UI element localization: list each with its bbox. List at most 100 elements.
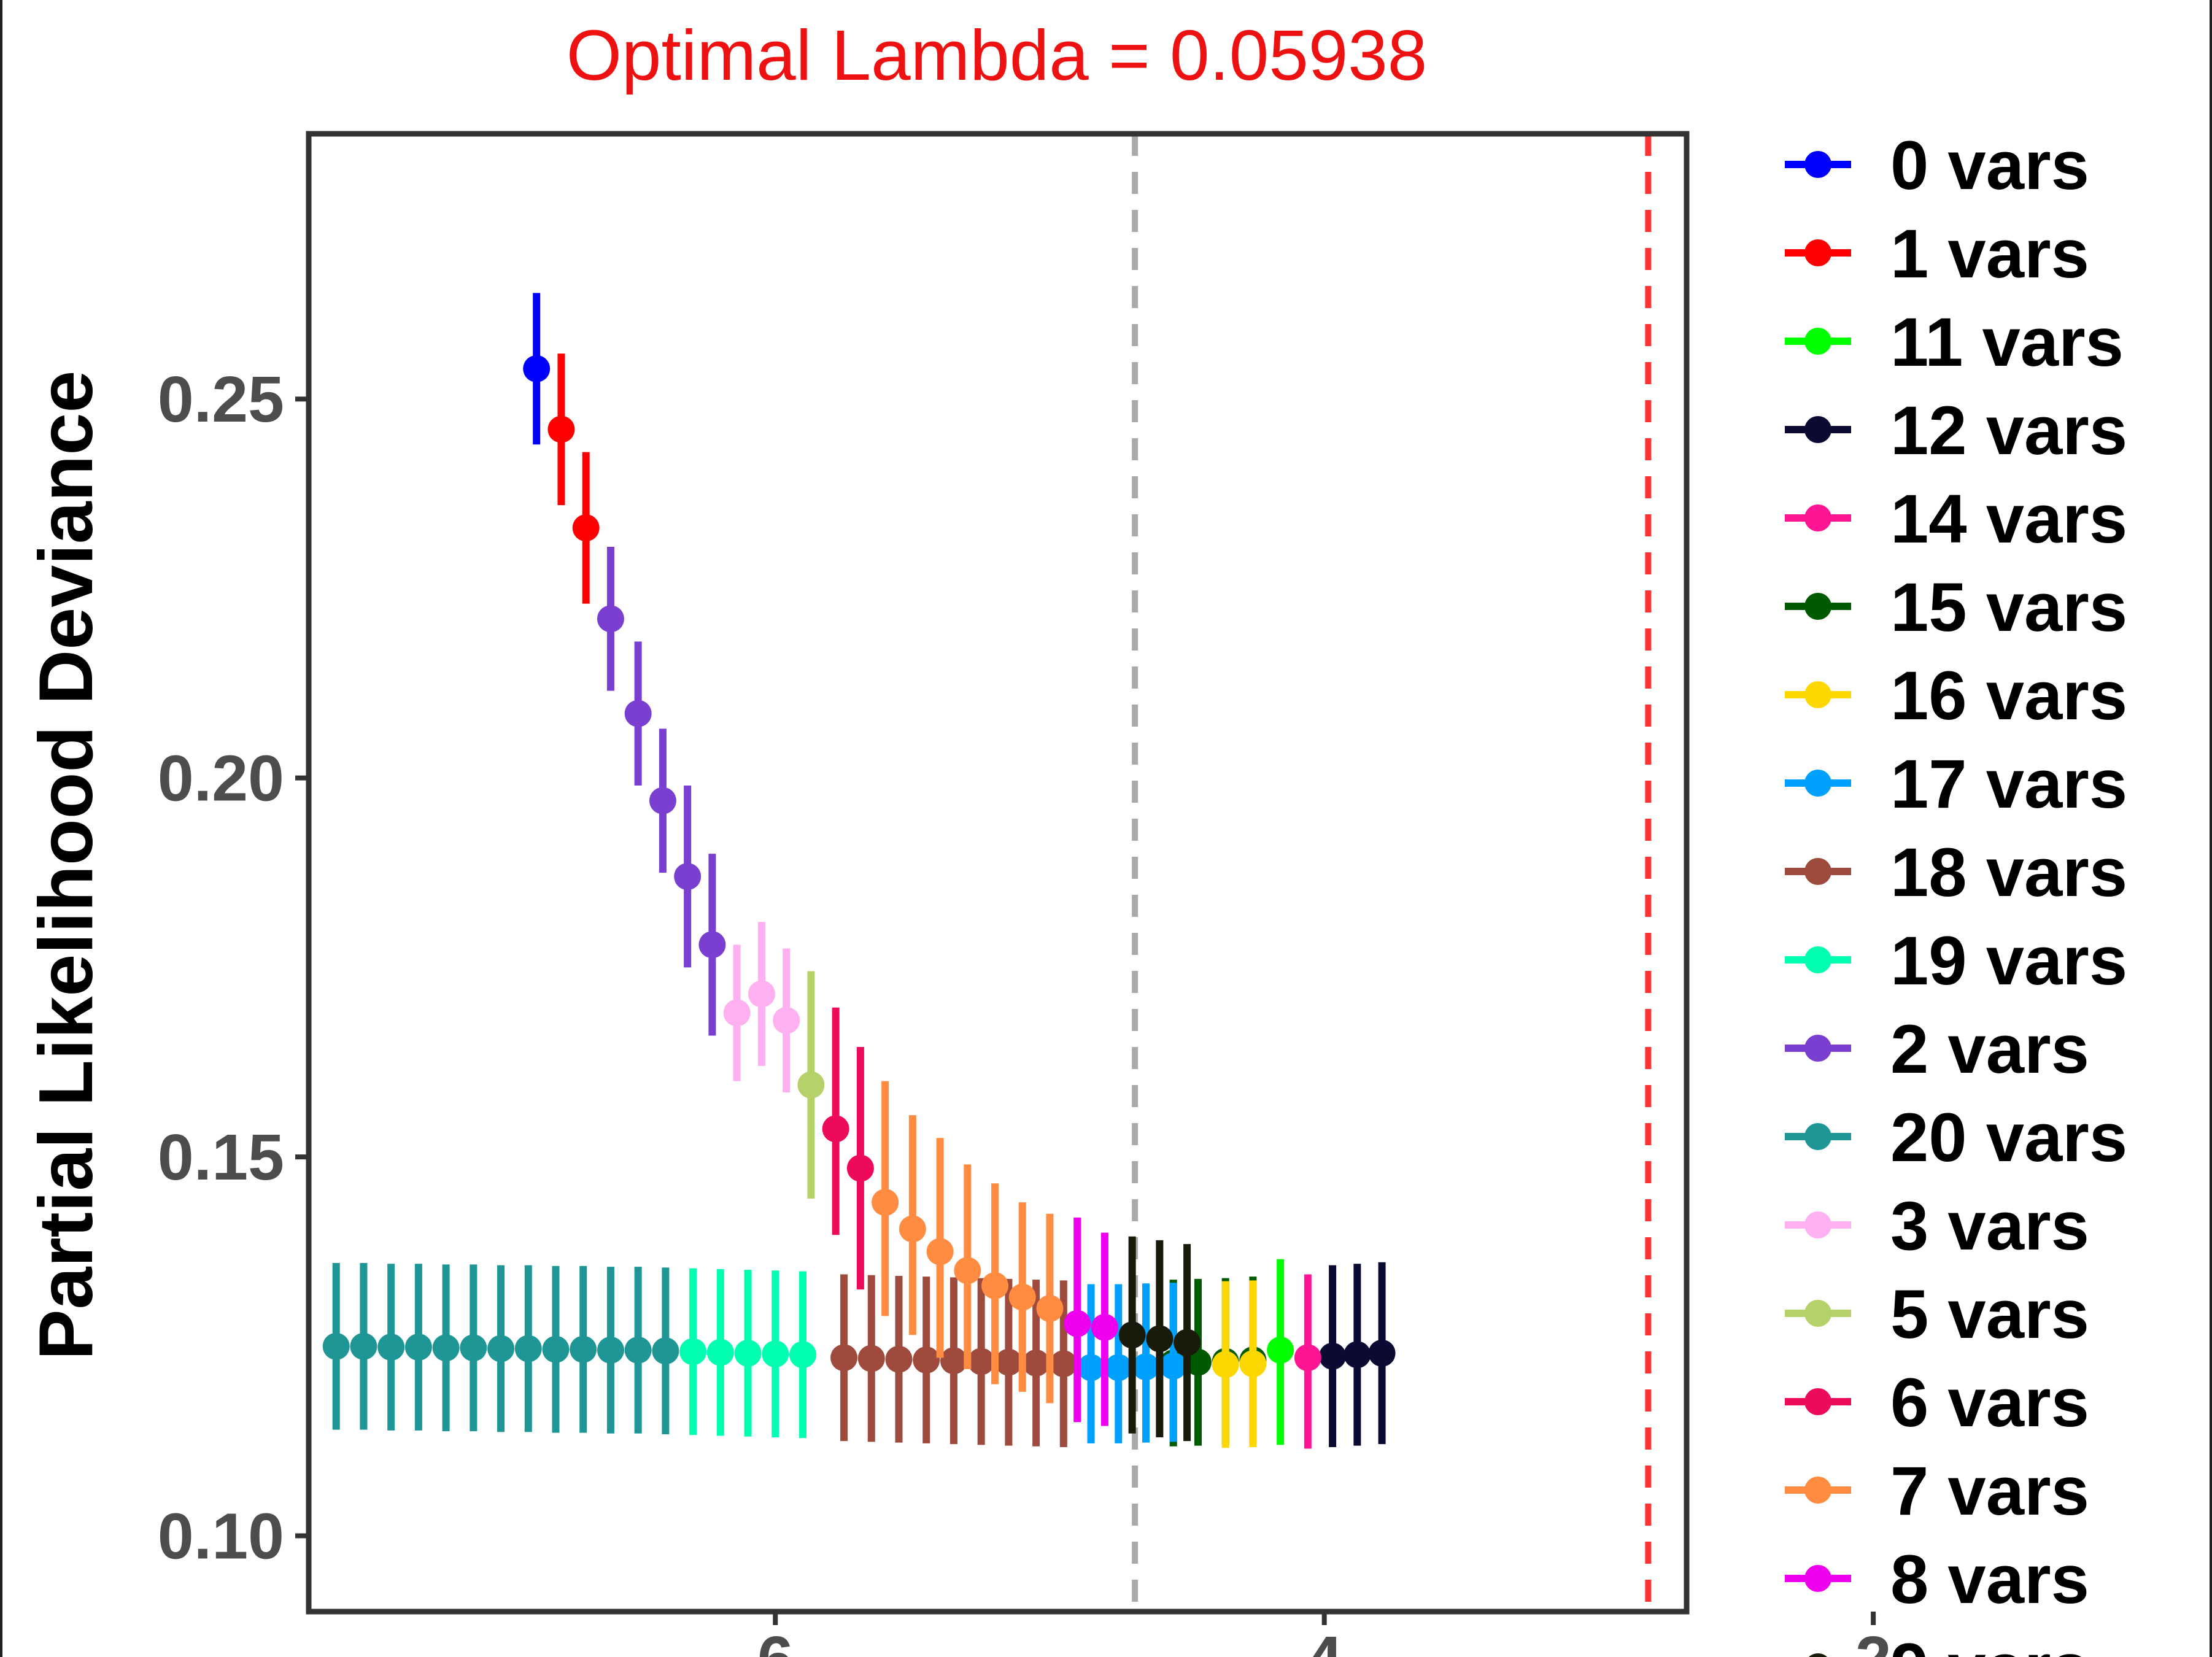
data-point xyxy=(723,999,751,1027)
data-point xyxy=(967,1348,995,1375)
data-point xyxy=(698,931,726,959)
legend-key-point xyxy=(1804,1035,1831,1062)
x-tick-label: 2 xyxy=(1855,1623,1892,1657)
data-point xyxy=(706,1338,734,1366)
legend-key-point xyxy=(1804,593,1831,620)
data-point xyxy=(954,1257,981,1284)
data-point xyxy=(1091,1313,1118,1341)
legend-item: 0 vars xyxy=(1785,127,2089,204)
data-point xyxy=(1368,1339,1396,1367)
data-point xyxy=(597,605,624,633)
legend-item: 1 vars xyxy=(1785,215,2089,292)
legend-key-point xyxy=(1808,1653,1828,1657)
legend-key-point xyxy=(1804,681,1831,708)
data-point xyxy=(570,1335,597,1363)
data-point xyxy=(377,1334,405,1361)
data-point xyxy=(1132,1353,1159,1381)
data-point xyxy=(1159,1352,1187,1380)
data-point xyxy=(542,1335,570,1363)
series-2-vars xyxy=(597,547,726,1036)
legend-item: 16 vars xyxy=(1785,657,2127,734)
y-axis: 0.10 0.15 0.20 0.25 xyxy=(158,363,309,1573)
data-point xyxy=(899,1215,926,1243)
legend-item: 2 vars xyxy=(1785,1011,2089,1087)
series-8-vars xyxy=(1064,1217,1118,1426)
legend-label: 14 vars xyxy=(1890,481,2127,557)
data-point xyxy=(734,1339,762,1367)
data-point xyxy=(885,1345,913,1373)
series-20-vars xyxy=(322,1262,679,1435)
data-point xyxy=(981,1272,1009,1300)
legend-key-point xyxy=(1804,328,1831,355)
data-point xyxy=(514,1335,542,1362)
y-axis-label: Partial Likelihood Deviance xyxy=(24,371,109,1361)
data-point xyxy=(1105,1354,1132,1381)
legend-item: 20 vars xyxy=(1785,1099,2127,1176)
legend-item: 12 vars xyxy=(1785,392,2127,469)
legend-key-point xyxy=(1804,1388,1831,1415)
series-0-vars xyxy=(523,293,551,445)
legend-label: 0 vars xyxy=(1890,127,2089,204)
y-tick-label: 0.15 xyxy=(158,1121,284,1194)
legend-label: 6 vars xyxy=(1890,1364,2089,1441)
series-5-vars xyxy=(797,971,825,1199)
legend-item: 17 vars xyxy=(1785,746,2127,822)
legend-key-point xyxy=(1804,1477,1831,1504)
data-point xyxy=(652,1337,679,1365)
legend-item: 18 vars xyxy=(1785,834,2127,911)
legend-label: 2 vars xyxy=(1890,1011,2089,1087)
series-19-vars xyxy=(679,1268,816,1439)
data-marks xyxy=(322,293,1396,1449)
data-point xyxy=(1050,1350,1077,1378)
y-tick-label: 0.20 xyxy=(158,743,284,815)
data-point xyxy=(995,1348,1023,1376)
data-point xyxy=(1344,1341,1371,1369)
legend-item: 19 vars xyxy=(1785,922,2127,999)
legend-label: 20 vars xyxy=(1890,1099,2127,1176)
data-point xyxy=(404,1334,432,1361)
legend-item: 15 vars xyxy=(1785,569,2127,646)
data-point xyxy=(762,1340,789,1368)
data-point xyxy=(1184,1348,1212,1376)
data-point xyxy=(773,1006,800,1034)
legend-item: 8 vars xyxy=(1785,1541,2089,1618)
legend-label: 12 vars xyxy=(1890,392,2127,469)
legend-key-point xyxy=(1804,770,1831,797)
legend-label: 11 vars xyxy=(1890,304,2124,380)
y-tick-label: 0.25 xyxy=(158,363,284,436)
series-7-vars xyxy=(872,1081,1064,1404)
data-point xyxy=(1077,1354,1105,1381)
legend-item: 5 vars xyxy=(1785,1276,2089,1353)
data-point xyxy=(547,415,575,443)
data-point xyxy=(1212,1351,1239,1378)
data-point xyxy=(1146,1325,1174,1353)
series-14-vars xyxy=(1294,1274,1321,1449)
data-point xyxy=(940,1347,967,1375)
x-axis: 6 4 2 xyxy=(757,1612,1892,1657)
legend-item: 6 vars xyxy=(1785,1364,2089,1441)
data-point xyxy=(679,1338,707,1365)
series-16-vars xyxy=(1212,1280,1267,1448)
legend-label: 19 vars xyxy=(1890,922,2127,999)
series-3-vars xyxy=(723,922,800,1093)
data-point xyxy=(460,1334,487,1362)
legend-label: 5 vars xyxy=(1890,1276,2089,1353)
data-point xyxy=(857,1345,885,1372)
data-point xyxy=(913,1346,940,1374)
data-point xyxy=(572,514,600,542)
data-point xyxy=(1267,1336,1294,1364)
data-point xyxy=(432,1334,460,1362)
data-point xyxy=(1294,1344,1321,1372)
legend-label: 7 vars xyxy=(1890,1453,2089,1529)
legend-key-point xyxy=(1804,416,1831,443)
data-point xyxy=(1174,1329,1201,1356)
data-point xyxy=(1008,1283,1036,1311)
data-point xyxy=(1036,1295,1064,1323)
plot-panel-border xyxy=(306,131,1690,1615)
legend-key-point xyxy=(1804,1211,1831,1238)
series-1-vars xyxy=(547,353,600,604)
data-point xyxy=(597,1336,624,1364)
legend-label: 9 vars xyxy=(1890,1629,2089,1657)
legend-key-point xyxy=(1804,1565,1831,1592)
legend-label: 17 vars xyxy=(1890,746,2127,822)
